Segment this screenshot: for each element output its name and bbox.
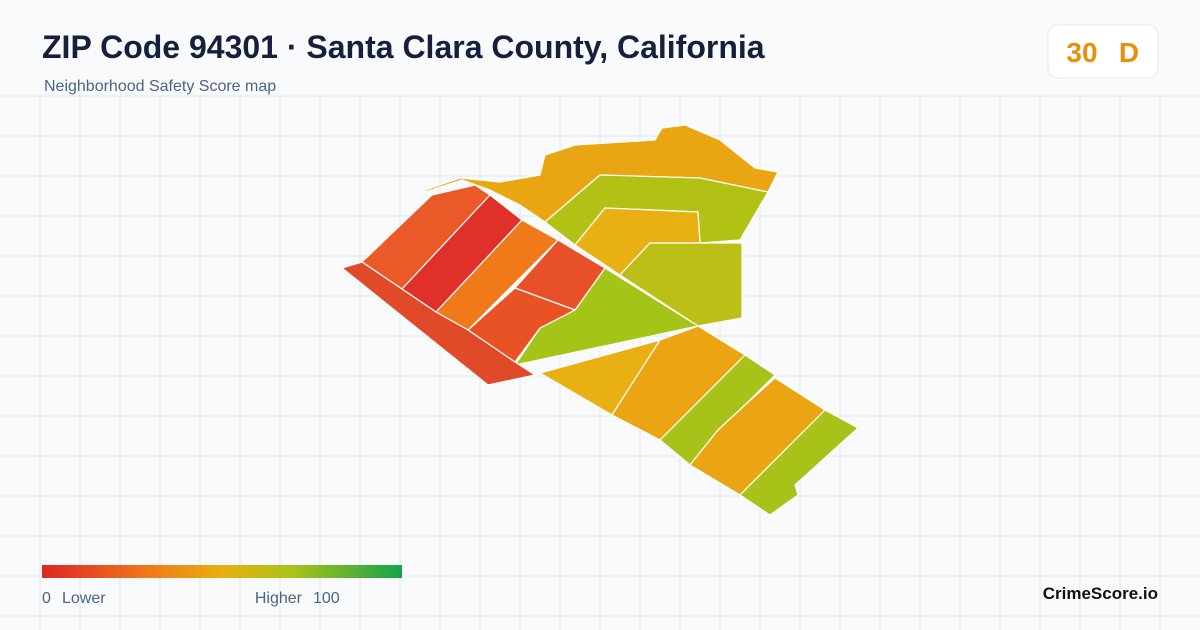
subtitle: Neighborhood Safety Score map — [44, 78, 276, 95]
background-grid — [0, 95, 1200, 630]
zip-regions — [341, 124, 859, 516]
region — [739, 409, 859, 516]
brand: CrimeScore.io — [1043, 584, 1158, 603]
legend-min-label: Lower — [62, 590, 106, 607]
region — [611, 325, 746, 441]
legend-min: 0 — [42, 590, 51, 607]
legend-max: 100 — [313, 590, 340, 607]
title: ZIP Code 94301 · Santa Clara County, Cal… — [42, 29, 765, 65]
grade: D — [1119, 37, 1139, 68]
legend-bar — [42, 565, 402, 578]
score: 30 — [1066, 37, 1097, 68]
region — [341, 261, 536, 386]
score-badge — [1047, 24, 1159, 79]
region — [424, 124, 779, 223]
legend-max-label: Higher — [255, 590, 303, 607]
